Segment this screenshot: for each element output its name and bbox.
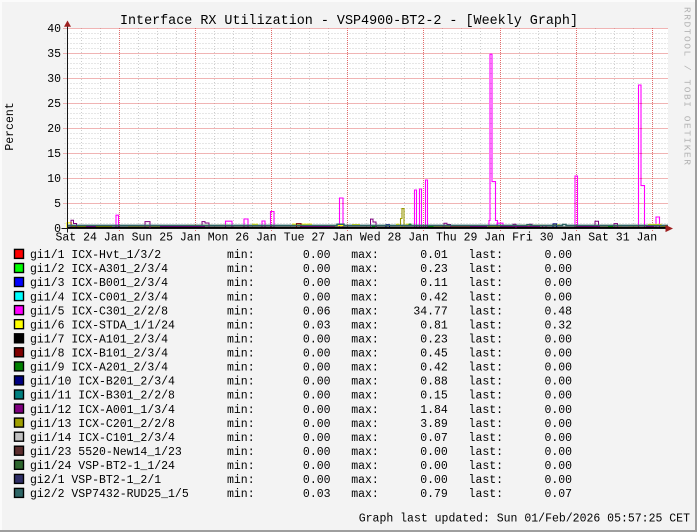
svg-text:min: 0.00 max: 0.: min: 0.00 max: 0.88 last: 0.00 [227, 376, 572, 389]
svg-text:10: 10 [47, 173, 61, 186]
svg-text:Sat 24 Jan: Sat 24 Jan [56, 232, 125, 245]
svg-text:gi1/8 ICX-B101_2/3/4: gi1/8 ICX-B101_2/3/4 [30, 348, 168, 361]
svg-text:gi1/12 ICX-A001_1/3/4: gi1/12 ICX-A001_1/3/4 [30, 404, 175, 417]
svg-text:gi2/1 VSP-BT2-1_2/1: gi2/1 VSP-BT2-1_2/1 [30, 474, 161, 487]
svg-text:gi1/2 ICX-A301_2/3/4: gi1/2 ICX-A301_2/3/4 [30, 263, 168, 276]
svg-text:Sun 25 Jan: Sun 25 Jan [132, 232, 201, 245]
svg-text:min: 0.00 max: 0.: min: 0.00 max: 0.23 last: 0.00 [227, 333, 572, 346]
svg-text:Graph last updated: Sun 01/Feb: Graph last updated: Sun 01/Feb/2026 05:5… [359, 513, 690, 526]
svg-text:min: 0.00 max: 0.: min: 0.00 max: 0.00 last: 0.00 [227, 474, 572, 487]
svg-text:gi2/2 VSP7432-RUD25_1/5: gi2/2 VSP7432-RUD25_1/5 [30, 488, 189, 501]
svg-text:gi1/10 ICX-B201_2/3/4: gi1/10 ICX-B201_2/3/4 [30, 376, 175, 389]
svg-text:40: 40 [47, 23, 61, 36]
svg-text:Sat 31 Jan: Sat 31 Jan [588, 232, 657, 245]
svg-text:Interface RX Utilization - VSP: Interface RX Utilization - VSP4900-BT2-2… [120, 14, 578, 29]
svg-text:Fri 30 Jan: Fri 30 Jan [512, 232, 581, 245]
svg-text:Tue 27 Jan: Tue 27 Jan [284, 232, 353, 245]
svg-text:min: 0.00 max: 0.: min: 0.00 max: 0.42 last: 0.00 [227, 291, 572, 304]
svg-text:gi1/9 ICX-A201_2/3/4: gi1/9 ICX-A201_2/3/4 [30, 362, 168, 375]
svg-text:min: 0.00 max: 0.: min: 0.00 max: 0.45 last: 0.00 [227, 348, 572, 361]
svg-text:20: 20 [47, 123, 61, 136]
svg-text:gi1/14 ICX-C101_2/3/4: gi1/14 ICX-C101_2/3/4 [30, 432, 175, 445]
svg-text:min: 0.00 max: 0.: min: 0.00 max: 0.07 last: 0.00 [227, 432, 572, 445]
svg-text:gi1/4 ICX-C001_2/3/4: gi1/4 ICX-C001_2/3/4 [30, 291, 168, 304]
svg-text:Wed 28 Jan: Wed 28 Jan [360, 232, 429, 245]
svg-text:Thu 29 Jan: Thu 29 Jan [436, 232, 505, 245]
svg-text:gi1/23 5520-New14_1/23: gi1/23 5520-New14_1/23 [30, 446, 182, 459]
svg-text:min: 0.00 max: 3.: min: 0.00 max: 3.89 last: 0.00 [227, 418, 572, 431]
svg-text:min: 0.00 max: 0.: min: 0.00 max: 0.23 last: 0.00 [227, 263, 572, 276]
svg-text:RRDTOOL / TOBI OETIKER: RRDTOOL / TOBI OETIKER [682, 7, 693, 167]
svg-text:min: 0.06 max: 34.: min: 0.06 max: 34.77 last: 0.48 [227, 305, 572, 318]
svg-text:0: 0 [54, 223, 61, 236]
svg-text:30: 30 [47, 73, 61, 86]
svg-text:min: 0.00 max: 0.: min: 0.00 max: 0.00 last: 0.00 [227, 446, 572, 459]
svg-text:min: 0.00 max: 0.: min: 0.00 max: 0.00 last: 0.00 [227, 460, 572, 473]
svg-text:gi1/3 ICX-B001_2/3/4: gi1/3 ICX-B001_2/3/4 [30, 277, 168, 290]
svg-text:min: 0.00 max: 0.: min: 0.00 max: 0.42 last: 0.00 [227, 362, 572, 375]
svg-text:min: 0.03 max: 0.: min: 0.03 max: 0.79 last: 0.07 [227, 488, 572, 501]
svg-text:15: 15 [47, 148, 61, 161]
svg-text:min: 0.00 max: 1.: min: 0.00 max: 1.84 last: 0.00 [227, 404, 572, 417]
svg-text:min: 0.00 max: 0.: min: 0.00 max: 0.11 last: 0.00 [227, 277, 572, 290]
svg-text:gi1/7 ICX-A101_2/3/4: gi1/7 ICX-A101_2/3/4 [30, 333, 168, 346]
svg-text:gi1/6 ICX-STDA_1/1/24: gi1/6 ICX-STDA_1/1/24 [30, 319, 175, 332]
svg-text:gi1/13 ICX-C201_2/2/8: gi1/13 ICX-C201_2/2/8 [30, 418, 175, 431]
svg-text:gi1/1 ICX-Hvt_1/3/2: gi1/1 ICX-Hvt_1/3/2 [30, 249, 161, 262]
svg-text:Mon 26 Jan: Mon 26 Jan [208, 232, 277, 245]
svg-text:min: 0.00 max: 0.: min: 0.00 max: 0.15 last: 0.00 [227, 390, 572, 403]
svg-text:gi1/24 VSP-BT2-1_1/24: gi1/24 VSP-BT2-1_1/24 [30, 460, 175, 473]
svg-text:min: 0.03 max: 0.: min: 0.03 max: 0.81 last: 0.32 [227, 319, 572, 332]
svg-text:Percent: Percent [4, 102, 17, 150]
svg-text:25: 25 [47, 98, 61, 111]
svg-text:gi1/11 ICX-B301_2/2/8: gi1/11 ICX-B301_2/2/8 [30, 390, 175, 403]
svg-text:35: 35 [47, 48, 61, 61]
svg-text:gi1/5 ICX-C301_2/2/8: gi1/5 ICX-C301_2/2/8 [30, 305, 168, 318]
svg-text:min: 0.00 max: 0.: min: 0.00 max: 0.01 last: 0.00 [227, 249, 572, 262]
svg-text:5: 5 [54, 198, 61, 211]
